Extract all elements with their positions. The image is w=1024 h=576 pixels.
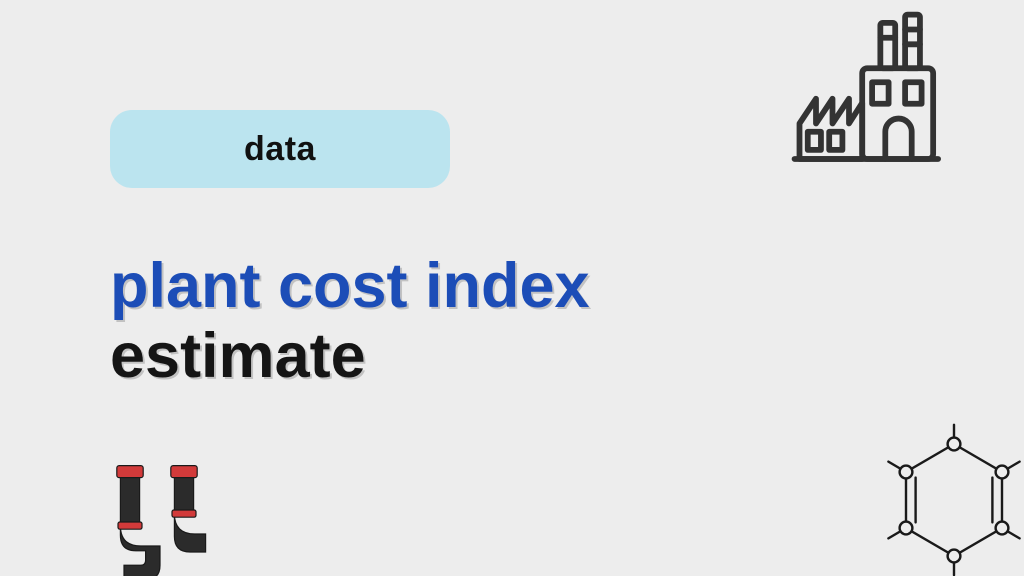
page-title: plant cost index estimate xyxy=(110,253,590,389)
pipe-icon xyxy=(100,462,220,576)
molecule-icon xyxy=(874,420,1024,576)
title-line1: plant cost index xyxy=(110,253,590,319)
title-line2: estimate xyxy=(110,323,590,389)
factory-icon xyxy=(783,8,948,173)
badge-label: data xyxy=(244,130,316,169)
badge: data xyxy=(110,110,450,188)
